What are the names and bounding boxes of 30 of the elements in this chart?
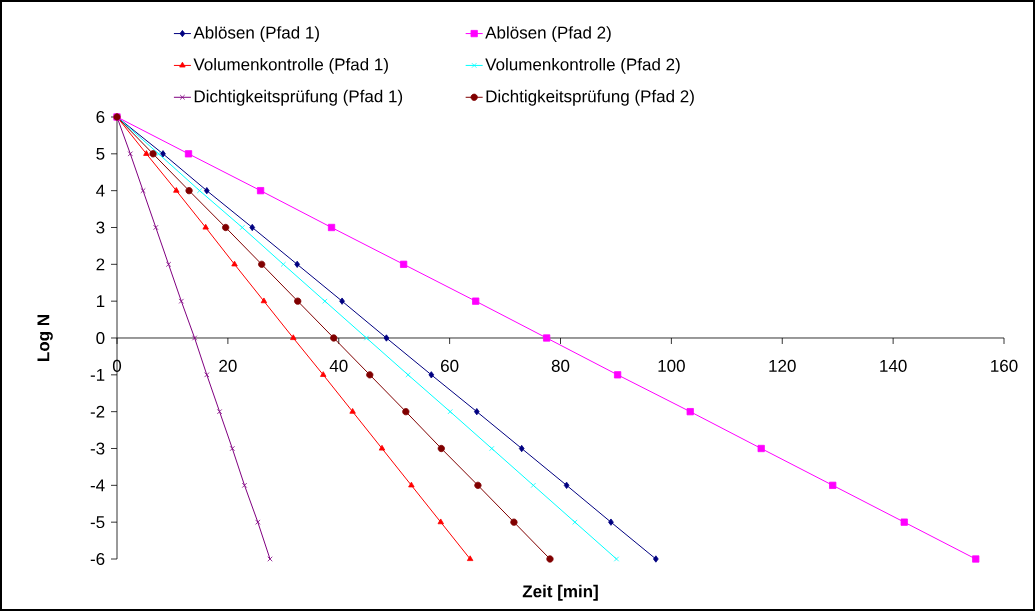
- y-axis-title: Log N: [37, 315, 53, 361]
- x-tick-label: 160: [991, 359, 1018, 372]
- y-tick-label: 4: [96, 184, 105, 197]
- legend-label: Volumenkontrolle (Pfad 1): [193, 58, 388, 74]
- y-tick-label: -3: [90, 442, 105, 455]
- x-tick-label: 0: [112, 359, 122, 372]
- y-tick-label: 0: [96, 331, 105, 345]
- legend-label: Volumenkontrolle (Pfad 2): [485, 58, 680, 74]
- legend-label: Dichtigkeitsprüfung (Pfad 2): [486, 89, 694, 106]
- y-tick-label: -1: [90, 368, 105, 381]
- y-tick-label: -2: [90, 405, 105, 418]
- y-tick-label: 6: [96, 110, 105, 124]
- x-tick-label: 120: [769, 359, 796, 372]
- x-tick-label: 60: [441, 359, 459, 372]
- legend-label: Ablösen (Pfad 2): [485, 26, 611, 42]
- y-tick-label: -5: [90, 516, 105, 529]
- y-tick-label: -4: [90, 479, 105, 492]
- legend-label: Dichtigkeitsprüfung (Pfad 1): [194, 89, 403, 106]
- x-tick-label: 140: [880, 359, 907, 372]
- x-tick-label: 40: [329, 359, 348, 372]
- x-tick-label: 100: [658, 359, 685, 372]
- x-tick-label: 20: [219, 359, 237, 372]
- x-axis-title: Zeit [min]: [522, 584, 598, 601]
- y-tick-label: -6: [90, 552, 105, 566]
- x-tick-label: 80: [551, 359, 570, 372]
- y-tick-label: 5: [96, 147, 105, 160]
- y-tick-label: 3: [96, 221, 105, 234]
- y-tick-label: 2: [96, 258, 105, 271]
- y-tick-label: 1: [96, 295, 105, 308]
- legend-label: Ablösen (Pfad 1): [193, 26, 319, 42]
